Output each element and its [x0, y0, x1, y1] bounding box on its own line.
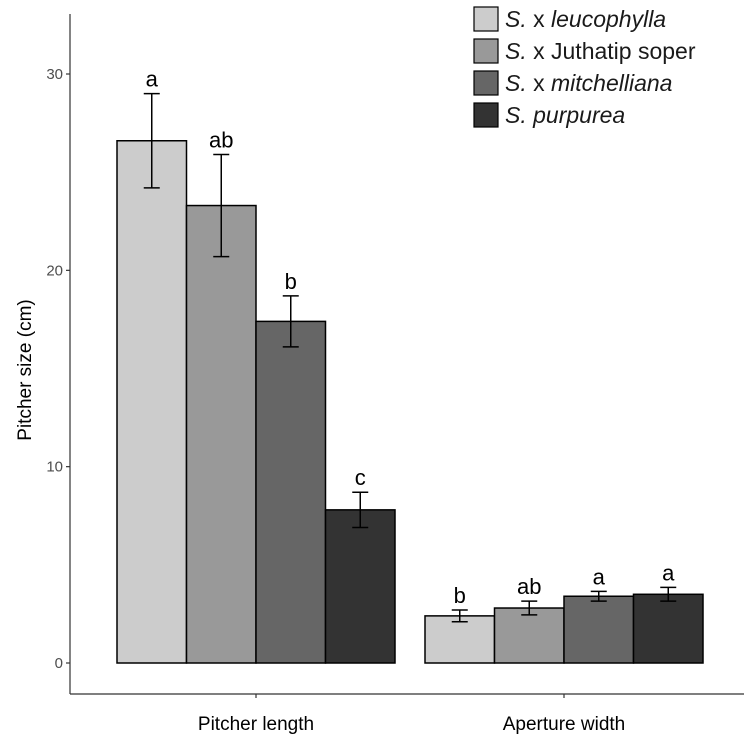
legend-swatch [473, 6, 499, 32]
legend-label: S. x leucophylla [505, 6, 666, 32]
y-tick-label: 30 [46, 66, 63, 83]
legend-swatch [473, 102, 499, 128]
significance-letter: c [355, 465, 366, 490]
significance-letter: b [454, 583, 466, 608]
bar [424, 615, 496, 664]
significance-letter: a [593, 564, 606, 589]
legend-swatch [473, 38, 499, 64]
y-tick-label: 10 [46, 459, 63, 476]
legend-swatch [473, 70, 499, 96]
x-tick-label: Aperture width [503, 714, 626, 735]
y-tick-label: 20 [46, 262, 63, 279]
legend: S. x leucophylla S. x Juthatip soper S. x … [473, 6, 696, 128]
bar [493, 607, 565, 664]
significance-letter: ab [209, 127, 233, 152]
bar [324, 509, 396, 664]
bar [116, 140, 188, 664]
significance-letter: a [146, 67, 159, 92]
bar [185, 204, 257, 664]
bar [255, 320, 327, 664]
y-axis-title: Pitcher size (cm) [15, 299, 36, 440]
significance-letter: b [285, 269, 297, 294]
y-tick-label: 0 [55, 655, 63, 672]
legend-label: S. x mitchelliana [505, 70, 672, 96]
bar [632, 593, 704, 664]
significance-letter: a [662, 560, 675, 585]
legend-label: S. x Juthatip soper [505, 38, 696, 64]
x-tick-label: Pitcher length [198, 714, 314, 735]
legend-label: S. purpurea [505, 102, 625, 128]
significance-letter: ab [517, 574, 541, 599]
bar [563, 595, 635, 664]
axes: 0 10 20 30 Pitcher length Aperture width [46, 14, 744, 735]
